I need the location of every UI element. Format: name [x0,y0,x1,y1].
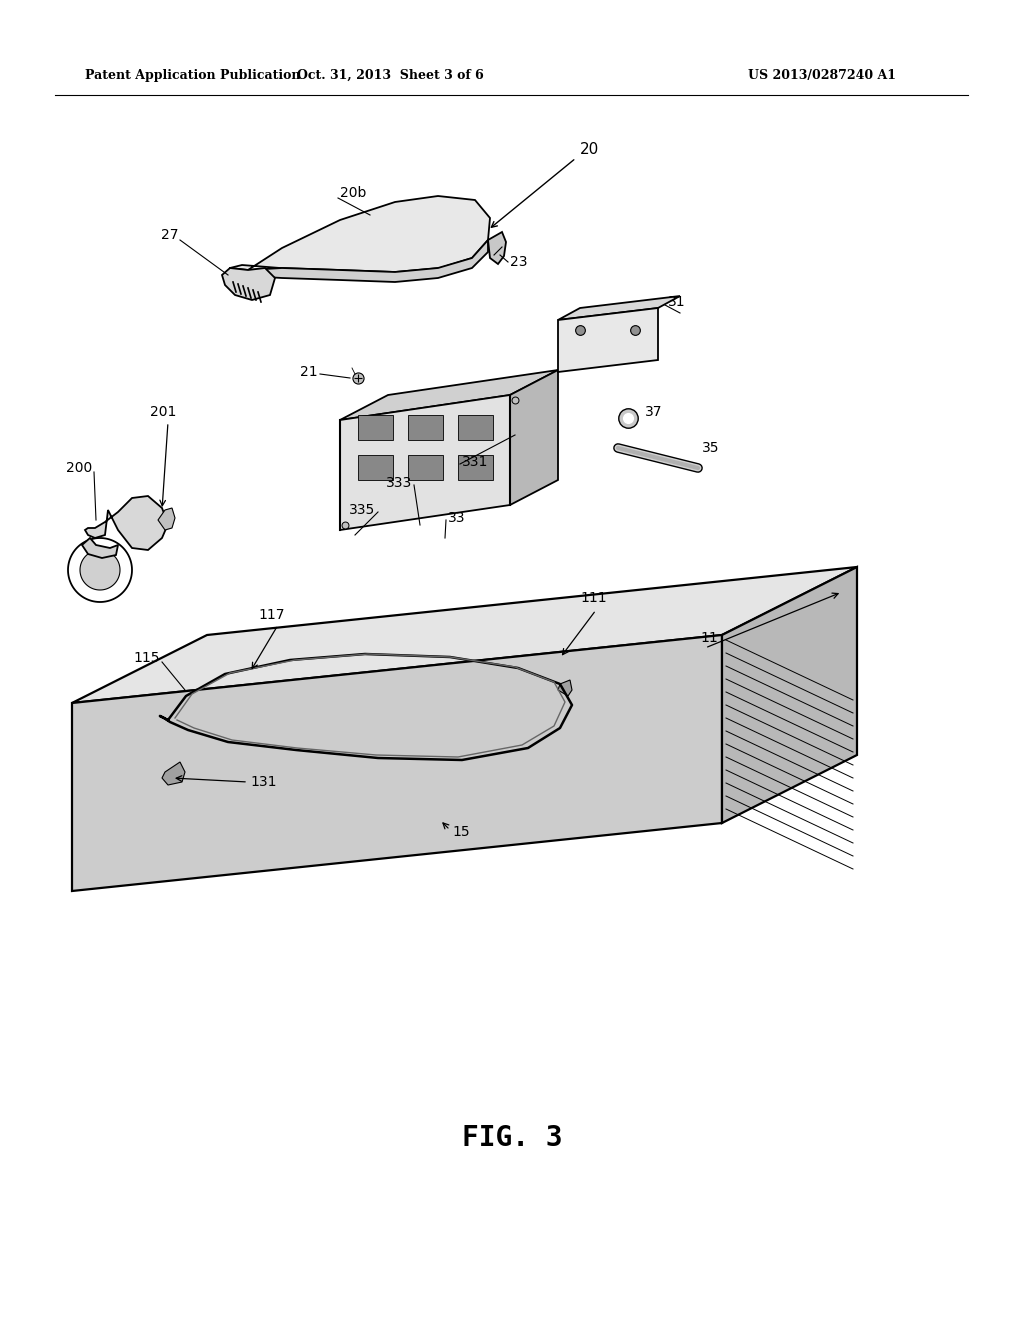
Text: 111: 111 [580,591,606,605]
Polygon shape [408,455,443,480]
Polygon shape [340,370,558,420]
Text: 131: 131 [250,775,276,789]
Polygon shape [358,414,393,440]
Text: 33: 33 [449,511,466,525]
Polygon shape [85,496,168,550]
Text: Oct. 31, 2013  Sheet 3 of 6: Oct. 31, 2013 Sheet 3 of 6 [297,69,483,82]
Polygon shape [488,232,506,264]
Polygon shape [458,455,493,480]
Polygon shape [358,455,393,480]
Text: 31: 31 [668,294,686,309]
Text: 20: 20 [580,143,599,157]
Polygon shape [72,568,857,704]
Polygon shape [230,195,490,272]
Text: 333: 333 [386,477,412,490]
Polygon shape [162,762,185,785]
Text: 335: 335 [349,503,375,517]
Text: 115: 115 [133,651,160,665]
Text: 35: 35 [702,441,720,455]
Text: 27: 27 [161,228,178,242]
Polygon shape [458,414,493,440]
Text: 117: 117 [258,609,285,622]
Polygon shape [722,568,857,822]
Text: US 2013/0287240 A1: US 2013/0287240 A1 [748,69,896,82]
Polygon shape [80,550,120,590]
Text: 11: 11 [700,631,718,645]
Text: 331: 331 [462,455,488,469]
Polygon shape [558,296,680,319]
Polygon shape [510,370,558,506]
Text: 37: 37 [645,405,663,418]
Text: FIG. 3: FIG. 3 [462,1125,562,1152]
Polygon shape [222,268,275,300]
Text: Patent Application Publication: Patent Application Publication [85,69,300,82]
Text: 201: 201 [150,405,176,418]
Text: 23: 23 [510,255,527,269]
Polygon shape [340,395,510,531]
Polygon shape [68,539,132,602]
Text: 15: 15 [452,825,470,840]
Polygon shape [230,240,488,282]
Polygon shape [82,539,118,558]
Polygon shape [72,635,722,891]
Text: 20b: 20b [340,186,367,201]
Polygon shape [158,508,175,531]
Text: 21: 21 [300,366,318,379]
Text: 200: 200 [66,461,92,475]
Polygon shape [558,680,572,696]
Polygon shape [558,308,658,372]
Polygon shape [408,414,443,440]
